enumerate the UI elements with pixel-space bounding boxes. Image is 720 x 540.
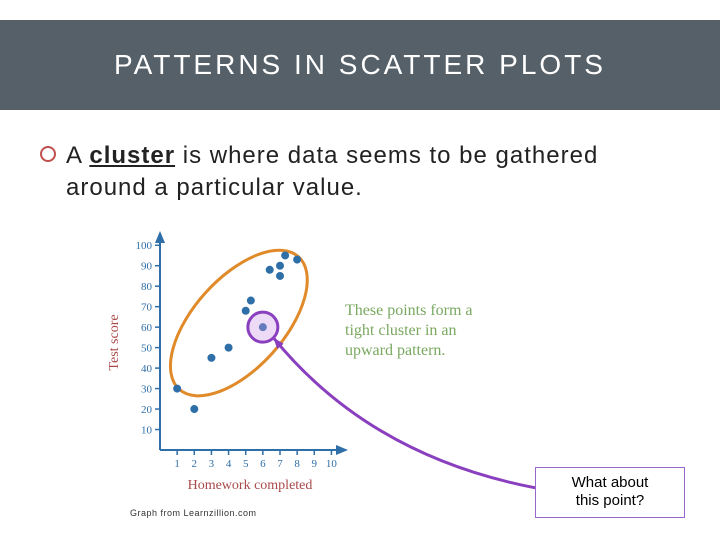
svg-text:Test score: Test score <box>107 314 122 370</box>
svg-text:10: 10 <box>326 458 338 470</box>
svg-text:7: 7 <box>277 458 283 470</box>
title-bar: PATTERNS IN SCATTER PLOTS <box>0 20 720 110</box>
svg-text:3: 3 <box>209 458 215 470</box>
svg-text:tight cluster in an: tight cluster in an <box>345 322 457 339</box>
svg-text:upward pattern.: upward pattern. <box>345 342 445 359</box>
slide: PATTERNS IN SCATTER PLOTS A cluster is w… <box>0 0 720 540</box>
svg-text:5: 5 <box>243 458 249 470</box>
svg-text:70: 70 <box>141 302 153 314</box>
bullet-prefix: A <box>66 142 89 169</box>
svg-text:100: 100 <box>136 240 153 252</box>
bullet-marker <box>40 146 56 162</box>
svg-text:90: 90 <box>141 261 153 273</box>
svg-text:30: 30 <box>141 384 153 396</box>
svg-text:1: 1 <box>174 458 180 470</box>
callout-box: What about this point? <box>535 467 685 519</box>
body-area: A cluster is where data seems to be gath… <box>40 140 680 205</box>
svg-text:9: 9 <box>312 458 318 470</box>
svg-text:20: 20 <box>141 404 153 416</box>
svg-text:8: 8 <box>294 458 300 470</box>
svg-text:80: 80 <box>141 281 153 293</box>
svg-text:4: 4 <box>226 458 232 470</box>
svg-text:2: 2 <box>192 458 198 470</box>
scatter-chart: 123456789 10 10 20 30 40 50 60 70 80 90 100 Homework… <box>100 225 520 495</box>
svg-text:10: 10 <box>141 425 153 437</box>
svg-text:6: 6 <box>260 458 266 470</box>
svg-text:40: 40 <box>141 363 153 375</box>
bullet-item: A cluster is where data seems to be gath… <box>40 140 680 205</box>
svg-text:Homework completed: Homework completed <box>188 478 313 493</box>
svg-text:These points form a: These points form a <box>345 302 473 319</box>
bullet-text: A cluster is where data seems to be gath… <box>66 140 680 205</box>
callout-line-2: this point? <box>544 492 676 511</box>
attribution-text: Graph from Learnzillion.com <box>130 508 257 518</box>
chart-svg: 123456789 10 10 20 30 40 50 60 70 80 90 100 Homework… <box>100 225 520 495</box>
svg-text:50: 50 <box>141 343 153 355</box>
slide-title: PATTERNS IN SCATTER PLOTS <box>114 49 606 81</box>
svg-text:60: 60 <box>141 322 153 334</box>
bullet-keyword: cluster <box>89 142 175 169</box>
callout-line-1: What about <box>544 474 676 493</box>
